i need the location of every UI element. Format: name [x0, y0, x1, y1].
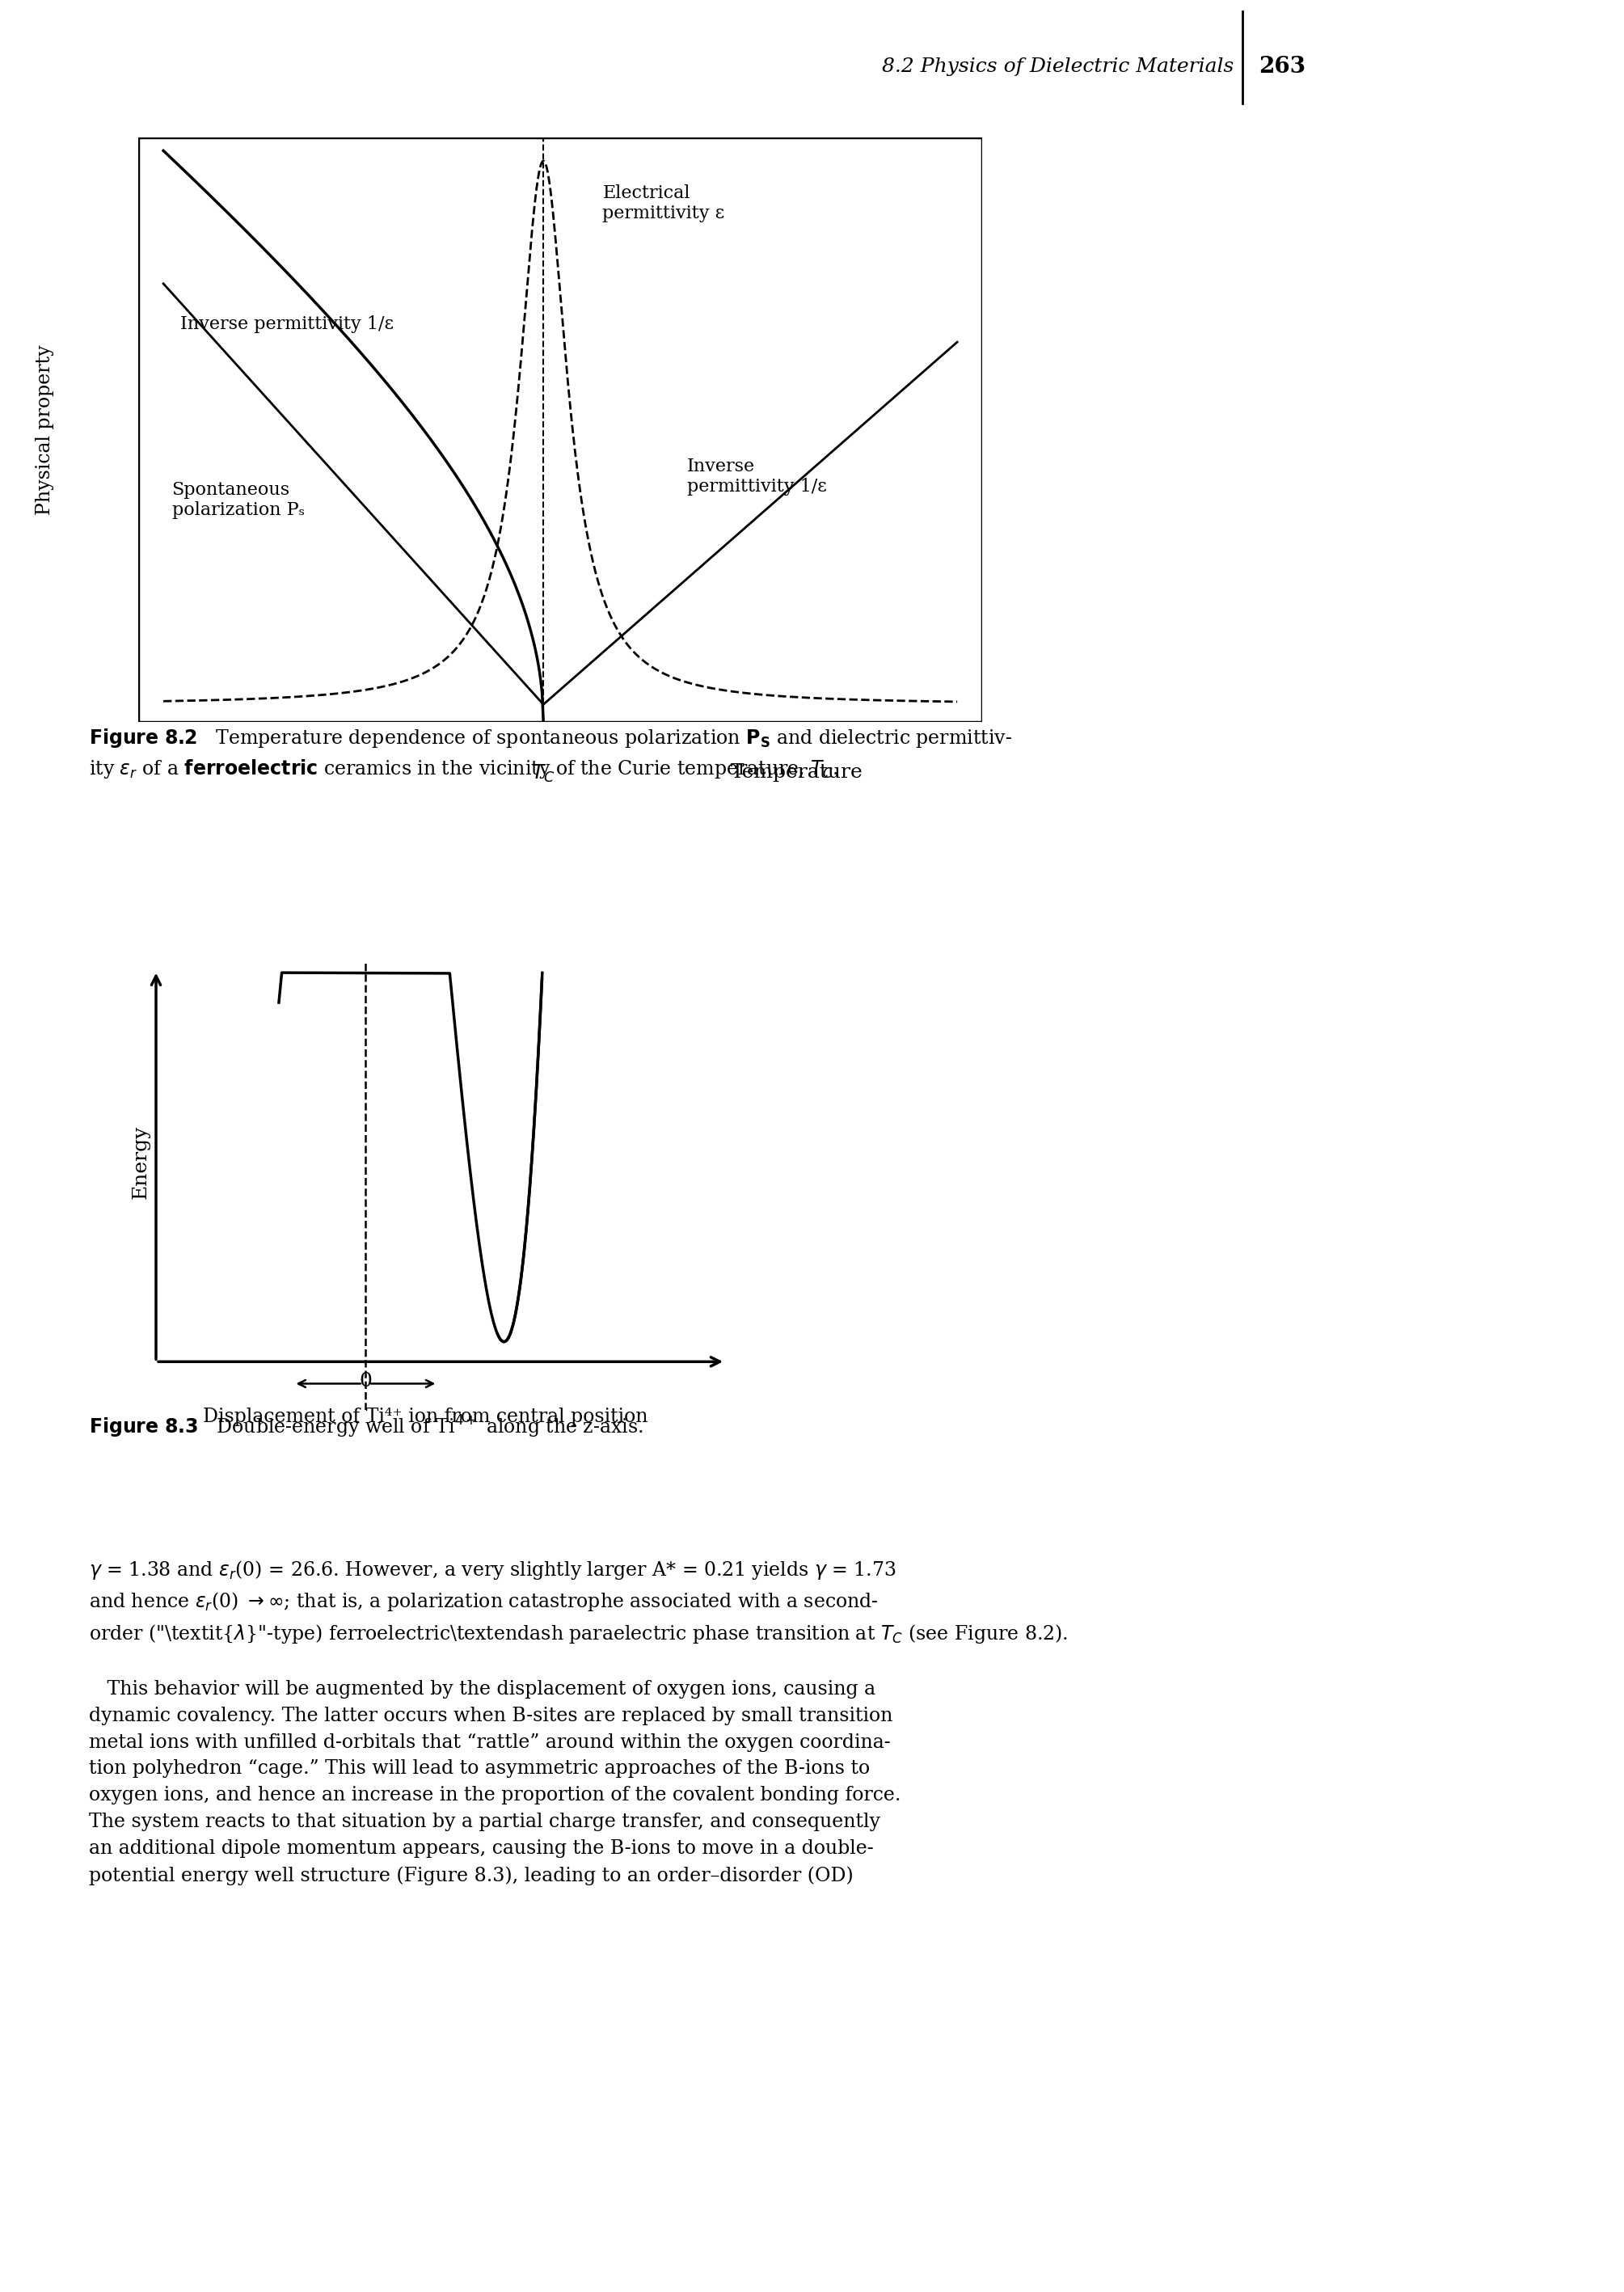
Text: Temperature: Temperature — [731, 763, 862, 782]
Text: $\bf{Figure\ 8.2}$   Temperature dependence of spontaneous polarization $\mathbf: $\bf{Figure\ 8.2}$ Temperature dependenc… — [89, 727, 1012, 779]
Text: $\gamma$ = 1.38 and $\varepsilon_r$(0) = 26.6. However, a very slightly larger A: $\gamma$ = 1.38 and $\varepsilon_r$(0) =… — [89, 1559, 1069, 1886]
Text: Inverse
permittivity 1/ε: Inverse permittivity 1/ε — [687, 458, 827, 495]
Text: 263: 263 — [1259, 55, 1306, 78]
Text: Energy: Energy — [132, 1125, 151, 1199]
Text: Displacement of Ti⁴⁺ ion from central position: Displacement of Ti⁴⁺ ion from central po… — [203, 1407, 648, 1426]
Text: $\bf{Figure\ 8.3}$   Double-energy well of Ti$^{4+}$ along the z-axis.: $\bf{Figure\ 8.3}$ Double-energy well of… — [89, 1414, 643, 1439]
Text: 8.2 Physics of Dielectric Materials: 8.2 Physics of Dielectric Materials — [882, 57, 1234, 76]
Text: Electrical
permittivity ε: Electrical permittivity ε — [603, 183, 724, 222]
Text: 0: 0 — [359, 1373, 372, 1391]
Text: Physical property: Physical property — [36, 344, 55, 516]
Text: Inverse permittivity 1/ε: Inverse permittivity 1/ε — [180, 316, 393, 332]
Text: $T_C$: $T_C$ — [531, 763, 555, 784]
Text: Spontaneous
polarization Pₛ: Spontaneous polarization Pₛ — [172, 481, 304, 518]
